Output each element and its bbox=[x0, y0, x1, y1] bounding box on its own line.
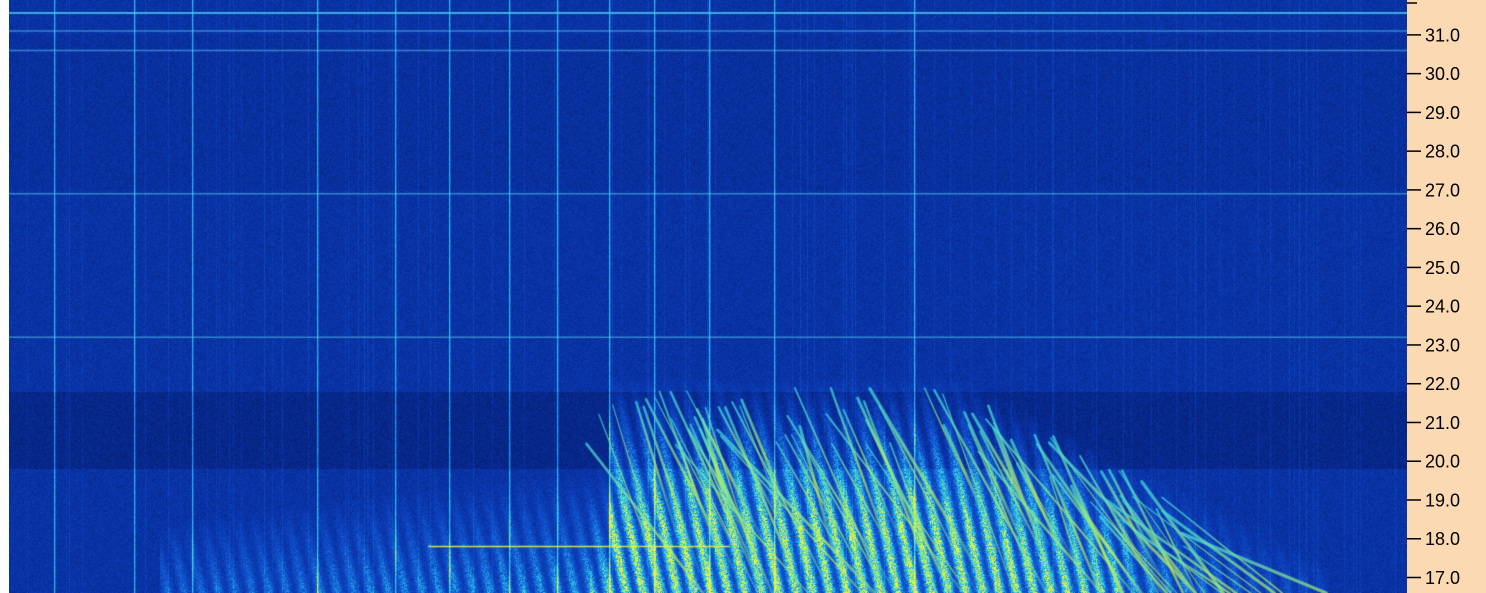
frequency-tick-label: 28.0 bbox=[1425, 142, 1460, 162]
frequency-tick-label: 22.0 bbox=[1425, 374, 1460, 394]
frequency-tick-label: 27.0 bbox=[1425, 180, 1460, 200]
frequency-tick-label: 31.0 bbox=[1425, 25, 1460, 45]
frequency-tick-label: 30.0 bbox=[1425, 64, 1460, 84]
frequency-tick-label: 20.0 bbox=[1425, 452, 1460, 472]
frequency-tick-label: 21.0 bbox=[1425, 413, 1460, 433]
frequency-tick-label: 25.0 bbox=[1425, 258, 1460, 278]
frequency-tick-label: 18.0 bbox=[1425, 529, 1460, 549]
frequency-tick-label: 17.0 bbox=[1425, 568, 1460, 588]
frequency-tick-label: 23.0 bbox=[1425, 335, 1460, 355]
spectrogram-panel bbox=[0, 0, 1407, 593]
frequency-tick-label: 26.0 bbox=[1425, 219, 1460, 239]
frequency-tick-group: 31.0 30.0 29.0 28.0 27.0 26.0 25.0 24.0 23.0 22.0… bbox=[1407, 2, 1460, 588]
frequency-tick-label: 29.0 bbox=[1425, 103, 1460, 123]
frequency-tick-label: 24.0 bbox=[1425, 297, 1460, 317]
frequency-tick-label: 19.0 bbox=[1425, 490, 1460, 510]
frequency-axis: 31.0 30.0 29.0 28.0 27.0 26.0 25.0 24.0 23.0 22.0… bbox=[1407, 0, 1486, 593]
spectrogram-plot bbox=[9, 0, 1407, 593]
